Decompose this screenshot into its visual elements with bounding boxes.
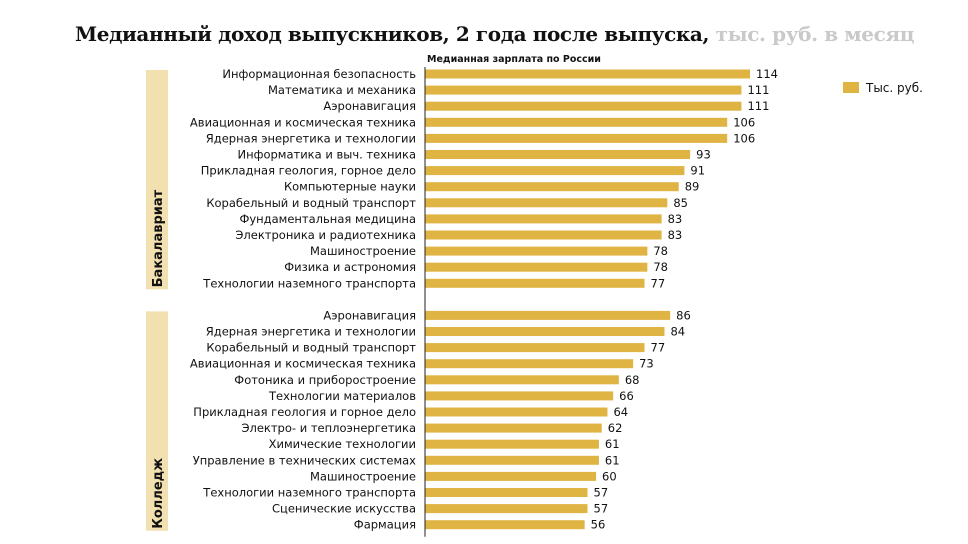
data-label: 77 — [651, 341, 666, 355]
category-label: Компьютерные науки — [284, 180, 416, 194]
bar — [425, 133, 728, 143]
data-label: 60 — [602, 469, 617, 483]
bar — [425, 359, 634, 369]
chart-title-units: тыс. руб. в месяц — [715, 22, 915, 46]
bar — [425, 246, 648, 256]
category-label: Машиностроение — [310, 469, 416, 483]
category-label: Машиностроение — [310, 244, 416, 258]
data-label: 62 — [608, 421, 623, 435]
bar — [425, 278, 645, 288]
category-label: Аэронавигация — [323, 308, 416, 322]
bar — [425, 230, 662, 240]
bar — [425, 375, 619, 385]
data-label: 83 — [668, 228, 683, 242]
bar — [425, 69, 750, 79]
bar — [425, 343, 645, 353]
chart-title: Медианный доход выпускников, 2 года посл… — [75, 22, 914, 46]
group-band — [146, 311, 168, 531]
bar — [425, 439, 599, 449]
bar — [425, 262, 648, 272]
legend-label: Тыс. руб. — [865, 81, 923, 95]
data-label: 111 — [747, 99, 769, 113]
bar — [425, 423, 602, 433]
data-label: 68 — [625, 373, 640, 387]
bar — [425, 117, 728, 127]
bar — [425, 391, 614, 401]
category-label: Технологии наземного транспорта — [202, 486, 416, 500]
category-label: Электроника и радиотехника — [235, 228, 416, 242]
bar — [425, 520, 585, 530]
data-label: 93 — [696, 148, 711, 162]
category-label: Физика и астрономия — [284, 260, 416, 274]
category-label: Корабельный и водный транспорт — [206, 196, 416, 210]
data-label: 89 — [685, 180, 700, 194]
bar — [425, 407, 608, 417]
category-label: Химические технологии — [269, 437, 416, 451]
bar — [425, 150, 691, 159]
category-label: Информатика и выч. техника — [238, 148, 417, 162]
category-label: Управление в технических системах — [193, 453, 416, 467]
bar — [425, 101, 742, 111]
category-label: Ядерная энергетика и технологии — [206, 131, 416, 145]
chart-title-main: Медианный доход выпускников, 2 года посл… — [75, 22, 710, 46]
bar — [425, 488, 588, 497]
bar — [425, 310, 671, 320]
category-label: Информационная безопасность — [222, 67, 416, 81]
data-label: 57 — [594, 502, 609, 516]
data-label: 57 — [594, 486, 609, 500]
bar — [425, 471, 597, 481]
data-label: 66 — [619, 389, 634, 403]
group-label: Колледж — [151, 458, 166, 529]
bar — [425, 327, 665, 336]
data-label: 106 — [733, 115, 755, 129]
category-label: Технологии наземного транспорта — [202, 276, 416, 290]
data-label: 56 — [591, 518, 606, 532]
bar — [425, 198, 668, 208]
category-label: Электро- и теплоэнергетика — [241, 421, 416, 435]
bar — [425, 504, 588, 514]
legend-swatch — [843, 82, 859, 93]
data-label: 61 — [605, 453, 620, 467]
category-label: Математика и механика — [268, 83, 416, 97]
category-label: Авиационная и космическая техника — [190, 115, 416, 129]
category-label: Корабельный и водный транспорт — [206, 341, 416, 355]
data-label: 85 — [673, 196, 688, 210]
data-label: 91 — [690, 164, 705, 178]
bar — [425, 455, 599, 465]
group-label: Бакалавриат — [151, 189, 166, 287]
category-label: Сценические искусства — [272, 502, 416, 516]
data-label: 78 — [653, 260, 668, 274]
data-label: 111 — [747, 83, 769, 97]
data-label: 77 — [651, 276, 666, 290]
data-label: 106 — [733, 131, 755, 145]
data-label: 86 — [676, 308, 691, 322]
category-label: Прикладная геология и горное дело — [193, 405, 416, 419]
data-label: 73 — [639, 357, 654, 371]
data-label: 61 — [605, 437, 620, 451]
category-label: Фармация — [354, 518, 416, 532]
data-label: 78 — [653, 244, 668, 258]
category-label: Аэронавигация — [323, 99, 416, 113]
category-label: Ядерная энергетика и технологии — [206, 325, 416, 339]
bar — [425, 85, 742, 95]
category-label: Фундаментальная медицина — [239, 212, 416, 226]
data-label: 84 — [670, 325, 685, 339]
bar — [425, 214, 662, 224]
data-label: 83 — [668, 212, 683, 226]
data-label: 114 — [756, 67, 778, 81]
axis-caption: Медианная зарплата по России — [427, 54, 601, 65]
category-label: Технологии материалов — [268, 389, 416, 403]
category-label: Фотоника и приборостроение — [234, 373, 416, 387]
bar — [425, 166, 685, 176]
category-label: Авиационная и космическая техника — [190, 357, 416, 371]
category-label: Прикладная геология, горное дело — [201, 164, 416, 178]
bar — [425, 182, 679, 192]
group-band — [146, 69, 168, 290]
data-label: 64 — [613, 405, 628, 419]
